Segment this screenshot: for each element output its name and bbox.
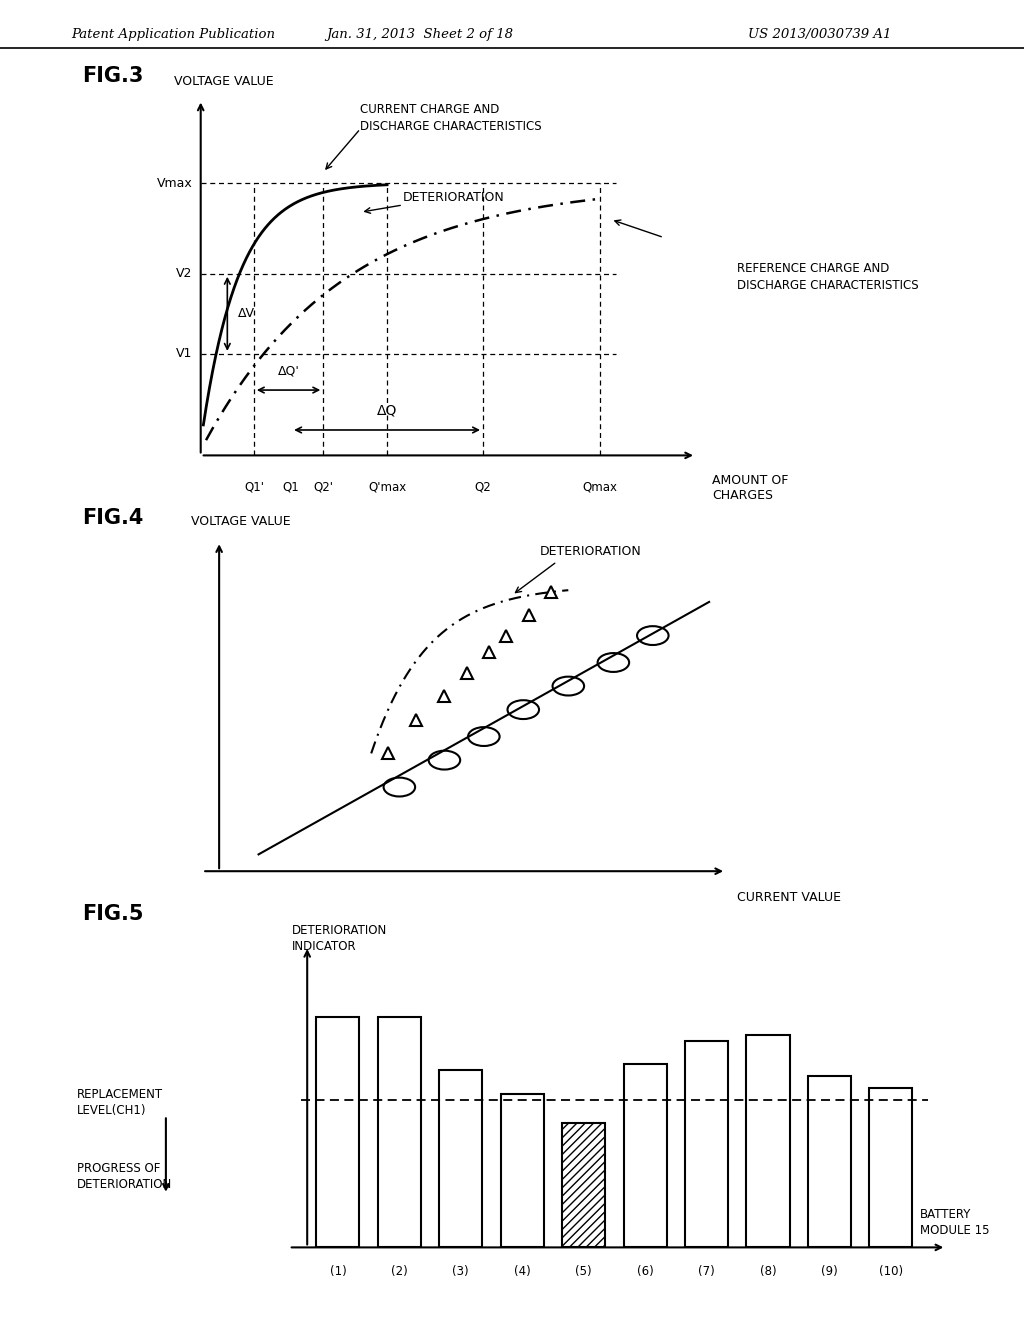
Text: US 2013/0030739 A1: US 2013/0030739 A1 [748,28,891,41]
Bar [439,1071,482,1247]
Text: CURRENT CHARGE AND
DISCHARGE CHARACTERISTICS: CURRENT CHARGE AND DISCHARGE CHARACTERIS… [360,103,542,133]
Text: Jan. 31, 2013  Sheet 2 of 18: Jan. 31, 2013 Sheet 2 of 18 [327,28,513,41]
Text: VOLTAGE VALUE: VOLTAGE VALUE [174,75,273,88]
Text: Vmax: Vmax [157,177,193,190]
Text: Patent Application Publication: Patent Application Publication [72,28,275,41]
Text: (1): (1) [330,1265,346,1278]
Text: Qmax: Qmax [583,480,617,494]
Text: ΔQ: ΔQ [377,404,397,417]
Text: (2): (2) [391,1265,408,1278]
Text: (7): (7) [698,1265,715,1278]
Text: (5): (5) [575,1265,592,1278]
Bar [501,1094,544,1247]
Text: DETERIORATION
INDICATOR: DETERIORATION INDICATOR [292,924,387,953]
Text: ΔV: ΔV [238,308,255,321]
Text: Q1: Q1 [283,480,300,494]
Text: VOLTAGE VALUE: VOLTAGE VALUE [190,515,291,528]
Text: REPLACEMENT
LEVEL(CH1): REPLACEMENT LEVEL(CH1) [77,1088,163,1117]
Text: ΔQ': ΔQ' [278,364,299,378]
Text: (6): (6) [637,1265,653,1278]
Bar [562,1123,605,1247]
Text: Q2': Q2' [313,480,333,494]
Text: (9): (9) [821,1265,838,1278]
Text: (10): (10) [879,1265,903,1278]
Bar [746,1035,790,1247]
Bar [685,1040,728,1247]
Text: V1: V1 [176,347,193,360]
Text: (8): (8) [760,1265,776,1278]
Text: AMOUNT OF
CHARGES: AMOUNT OF CHARGES [712,474,788,502]
Text: REFERENCE CHARGE AND
DISCHARGE CHARACTERISTICS: REFERENCE CHARGE AND DISCHARGE CHARACTER… [737,263,919,292]
Bar [624,1064,667,1247]
Text: Q'max: Q'max [368,480,407,494]
Text: FIG.3: FIG.3 [82,66,143,86]
Bar [808,1076,851,1247]
Bar [869,1088,912,1247]
Text: FIG.4: FIG.4 [82,508,143,528]
Text: DETERIORATION: DETERIORATION [541,545,642,558]
Text: BATTERY
MODULE 15: BATTERY MODULE 15 [920,1208,989,1237]
Text: (4): (4) [514,1265,530,1278]
Text: Q1': Q1' [244,480,264,494]
Text: DETERIORATION: DETERIORATION [403,191,505,205]
Bar [378,1016,421,1247]
Text: (3): (3) [453,1265,469,1278]
Text: V2: V2 [176,268,193,280]
Text: Q2: Q2 [474,480,492,494]
Text: FIG.5: FIG.5 [82,904,143,924]
Text: CURRENT VALUE: CURRENT VALUE [737,891,842,904]
Text: PROGRESS OF
DETERIORATION: PROGRESS OF DETERIORATION [77,1162,172,1191]
Bar [316,1016,359,1247]
